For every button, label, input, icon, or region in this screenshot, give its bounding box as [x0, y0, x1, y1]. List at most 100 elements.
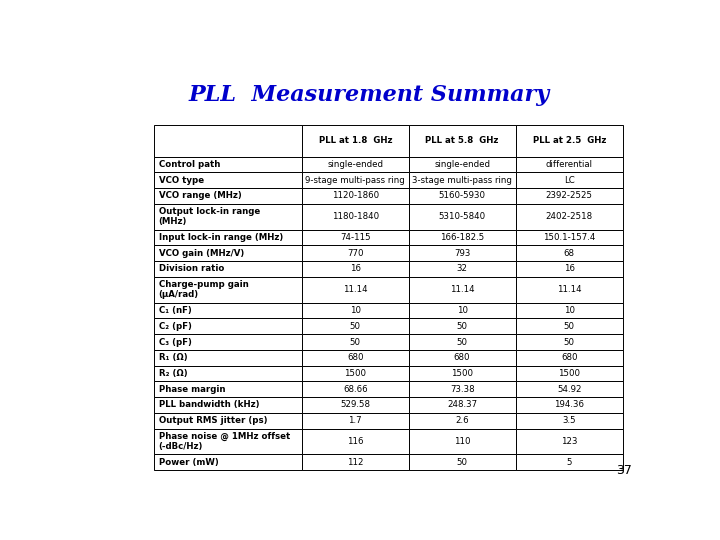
- Bar: [516, 413, 623, 429]
- Text: 37: 37: [616, 464, 632, 477]
- Text: Division ratio: Division ratio: [158, 265, 224, 273]
- Bar: [409, 397, 516, 413]
- Text: 54.92: 54.92: [557, 384, 582, 394]
- Text: 2392-2525: 2392-2525: [546, 191, 593, 200]
- Text: 16: 16: [564, 265, 575, 273]
- Bar: [302, 172, 409, 188]
- Bar: [154, 319, 302, 334]
- Bar: [409, 188, 516, 204]
- Text: 116: 116: [347, 437, 364, 446]
- Text: 74-115: 74-115: [340, 233, 371, 242]
- Bar: [516, 157, 623, 172]
- Text: PLL at 5.8  GHz: PLL at 5.8 GHz: [426, 136, 499, 145]
- Bar: [409, 261, 516, 277]
- Bar: [516, 319, 623, 334]
- Bar: [516, 204, 623, 230]
- Text: 50: 50: [456, 458, 467, 467]
- Text: 11.14: 11.14: [450, 285, 474, 294]
- Text: C₃ (pF): C₃ (pF): [158, 338, 192, 347]
- Text: 150.1-157.4: 150.1-157.4: [543, 233, 595, 242]
- Text: LC: LC: [564, 176, 575, 185]
- Bar: [516, 455, 623, 470]
- Text: 50: 50: [456, 338, 467, 347]
- Text: 680: 680: [454, 353, 470, 362]
- Bar: [154, 188, 302, 204]
- Text: 16: 16: [350, 265, 361, 273]
- Bar: [409, 204, 516, 230]
- Bar: [409, 455, 516, 470]
- Bar: [154, 245, 302, 261]
- Text: 68.66: 68.66: [343, 384, 368, 394]
- Text: PLL  Measurement Summary: PLL Measurement Summary: [189, 84, 549, 105]
- Bar: [154, 172, 302, 188]
- Bar: [302, 125, 409, 157]
- Bar: [409, 319, 516, 334]
- Bar: [516, 334, 623, 350]
- Text: 10: 10: [564, 306, 575, 315]
- Bar: [516, 397, 623, 413]
- Text: 5: 5: [567, 458, 572, 467]
- Bar: [409, 303, 516, 319]
- Text: 680: 680: [347, 353, 364, 362]
- Bar: [516, 188, 623, 204]
- Text: R₂ (Ω): R₂ (Ω): [158, 369, 187, 378]
- Text: Output RMS jitter (ps): Output RMS jitter (ps): [158, 416, 267, 425]
- Text: 10: 10: [456, 306, 467, 315]
- Bar: [409, 157, 516, 172]
- Bar: [302, 429, 409, 455]
- Text: Power (mW): Power (mW): [158, 458, 218, 467]
- Bar: [409, 381, 516, 397]
- Text: C₁ (nF): C₁ (nF): [158, 306, 192, 315]
- Text: 50: 50: [456, 322, 467, 331]
- Text: Charge-pump gain
(μA/rad): Charge-pump gain (μA/rad): [158, 280, 248, 299]
- Bar: [302, 204, 409, 230]
- Text: VCO range (MHz): VCO range (MHz): [158, 191, 241, 200]
- Bar: [154, 125, 302, 157]
- Text: 50: 50: [564, 322, 575, 331]
- Text: 1180-1840: 1180-1840: [332, 212, 379, 221]
- Bar: [154, 261, 302, 277]
- Bar: [302, 350, 409, 366]
- Text: 10: 10: [350, 306, 361, 315]
- Bar: [409, 334, 516, 350]
- Text: 50: 50: [350, 322, 361, 331]
- Text: VCO type: VCO type: [158, 176, 204, 185]
- Bar: [409, 366, 516, 381]
- Bar: [516, 366, 623, 381]
- Text: 166-182.5: 166-182.5: [440, 233, 485, 242]
- Bar: [409, 429, 516, 455]
- Text: 770: 770: [347, 249, 364, 258]
- Text: 5310-5840: 5310-5840: [438, 212, 486, 221]
- Bar: [516, 381, 623, 397]
- Bar: [302, 230, 409, 245]
- Bar: [409, 125, 516, 157]
- Bar: [154, 230, 302, 245]
- Bar: [302, 381, 409, 397]
- Bar: [302, 303, 409, 319]
- Bar: [409, 277, 516, 303]
- Text: Control path: Control path: [158, 160, 220, 169]
- Bar: [302, 157, 409, 172]
- Bar: [154, 381, 302, 397]
- Bar: [302, 245, 409, 261]
- Text: R₁ (Ω): R₁ (Ω): [158, 353, 187, 362]
- Bar: [409, 245, 516, 261]
- Bar: [154, 455, 302, 470]
- Text: 2.6: 2.6: [455, 416, 469, 425]
- Text: PLL bandwidth (kHz): PLL bandwidth (kHz): [158, 401, 259, 409]
- Bar: [154, 204, 302, 230]
- Bar: [302, 319, 409, 334]
- Text: Phase noise @ 1MHz offset
(-dBc/Hz): Phase noise @ 1MHz offset (-dBc/Hz): [158, 432, 290, 451]
- Text: Phase margin: Phase margin: [158, 384, 225, 394]
- Text: 529.58: 529.58: [341, 401, 370, 409]
- Text: 9-stage multi-pass ring: 9-stage multi-pass ring: [305, 176, 405, 185]
- Bar: [302, 455, 409, 470]
- Text: single-ended: single-ended: [434, 160, 490, 169]
- Bar: [302, 413, 409, 429]
- Bar: [409, 230, 516, 245]
- Bar: [154, 350, 302, 366]
- Text: 32: 32: [456, 265, 467, 273]
- Bar: [302, 366, 409, 381]
- Text: C₂ (pF): C₂ (pF): [158, 322, 192, 331]
- Bar: [154, 397, 302, 413]
